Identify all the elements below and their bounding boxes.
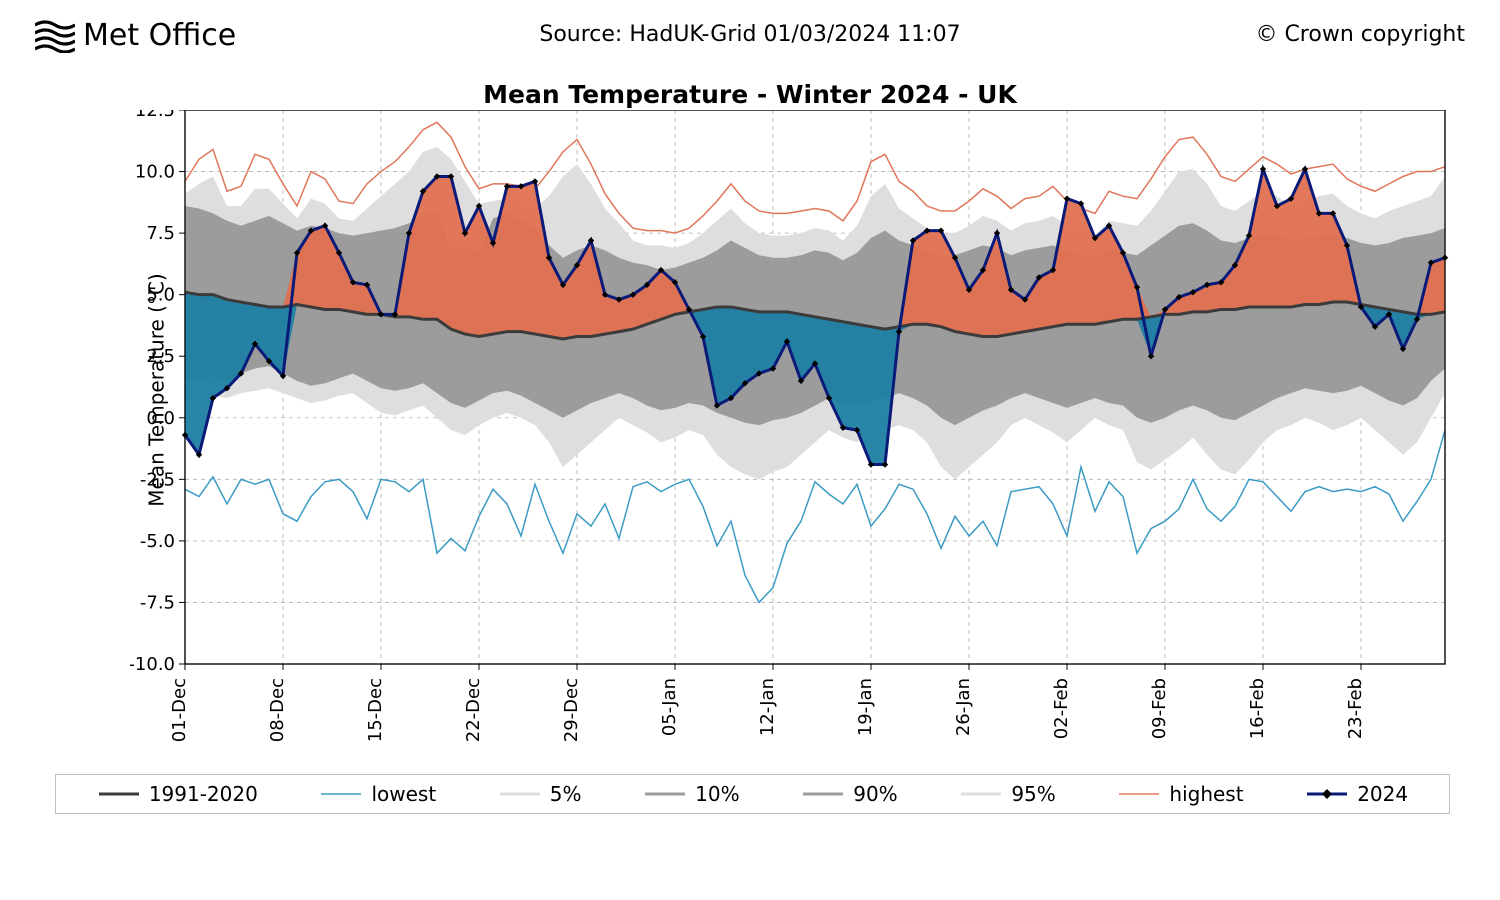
- svg-text:15-Dec: 15-Dec: [365, 678, 386, 742]
- legend-swatch: [498, 784, 542, 804]
- svg-text:2.5: 2.5: [146, 346, 175, 367]
- svg-text:26-Jan: 26-Jan: [953, 678, 974, 736]
- svg-text:0.0: 0.0: [146, 408, 175, 429]
- svg-text:-2.5: -2.5: [140, 469, 175, 490]
- chart-title: Mean Temperature - Winter 2024 - UK: [0, 80, 1500, 109]
- svg-text:16-Feb: 16-Feb: [1247, 678, 1268, 739]
- legend-item: 90%: [801, 782, 897, 806]
- svg-text:-5.0: -5.0: [140, 531, 175, 552]
- chart-svg: -10.0 -7.5 -5.0 -2.5 0.0 2.5 5.0 7.5 10.0 12.5 01-…: [130, 110, 1450, 790]
- legend-label: 90%: [853, 782, 897, 806]
- legend-label: 95%: [1011, 782, 1055, 806]
- legend-item: highest: [1117, 782, 1243, 806]
- svg-text:09-Feb: 09-Feb: [1149, 678, 1170, 739]
- svg-text:02-Feb: 02-Feb: [1051, 678, 1072, 739]
- legend-label: highest: [1169, 782, 1243, 806]
- legend-item: 1991-2020: [97, 782, 258, 806]
- svg-text:10.0: 10.0: [135, 162, 175, 183]
- svg-text:22-Dec: 22-Dec: [463, 678, 484, 742]
- svg-text:29-Dec: 29-Dec: [561, 678, 582, 742]
- svg-text:05-Jan: 05-Jan: [659, 678, 680, 736]
- svg-text:08-Dec: 08-Dec: [267, 678, 288, 742]
- legend-swatch: [97, 784, 141, 804]
- svg-text:7.5: 7.5: [146, 223, 175, 244]
- legend-item: 10%: [643, 782, 739, 806]
- legend-swatch: [319, 784, 363, 804]
- page-root: { "header": { "logo_text": "Met Office",…: [0, 0, 1500, 900]
- svg-text:19-Jan: 19-Jan: [855, 678, 876, 736]
- svg-text:23-Feb: 23-Feb: [1345, 678, 1366, 739]
- legend-swatch: [959, 784, 1003, 804]
- svg-text:-10.0: -10.0: [130, 654, 175, 675]
- legend-item: lowest: [319, 782, 436, 806]
- legend-label: 5%: [550, 782, 582, 806]
- legend: 1991-2020 lowest 5% 10% 90% 95% highest 2024: [55, 774, 1450, 814]
- legend-label: 1991-2020: [149, 782, 258, 806]
- svg-text:01-Dec: 01-Dec: [169, 678, 190, 742]
- legend-item: 2024: [1305, 782, 1408, 806]
- legend-swatch: [643, 784, 687, 804]
- legend-label: 10%: [695, 782, 739, 806]
- legend-swatch: [801, 784, 845, 804]
- legend-label: 2024: [1357, 782, 1408, 806]
- svg-text:12-Jan: 12-Jan: [757, 678, 778, 736]
- svg-text:12.5: 12.5: [135, 110, 175, 121]
- chart-area: -10.0-7.5-5.0-2.50.02.55.07.510.012.501-…: [130, 110, 1450, 670]
- svg-text:5.0: 5.0: [146, 285, 175, 306]
- legend-label: lowest: [371, 782, 436, 806]
- legend-item: 5%: [498, 782, 582, 806]
- legend-swatch: [1117, 784, 1161, 804]
- header: Met Office Source: HadUK-Grid 01/03/2024…: [0, 18, 1500, 58]
- copyright-label: © Crown copyright: [1255, 22, 1465, 47]
- legend-item: 95%: [959, 782, 1055, 806]
- svg-text:-7.5: -7.5: [140, 592, 175, 613]
- legend-swatch: [1305, 784, 1349, 804]
